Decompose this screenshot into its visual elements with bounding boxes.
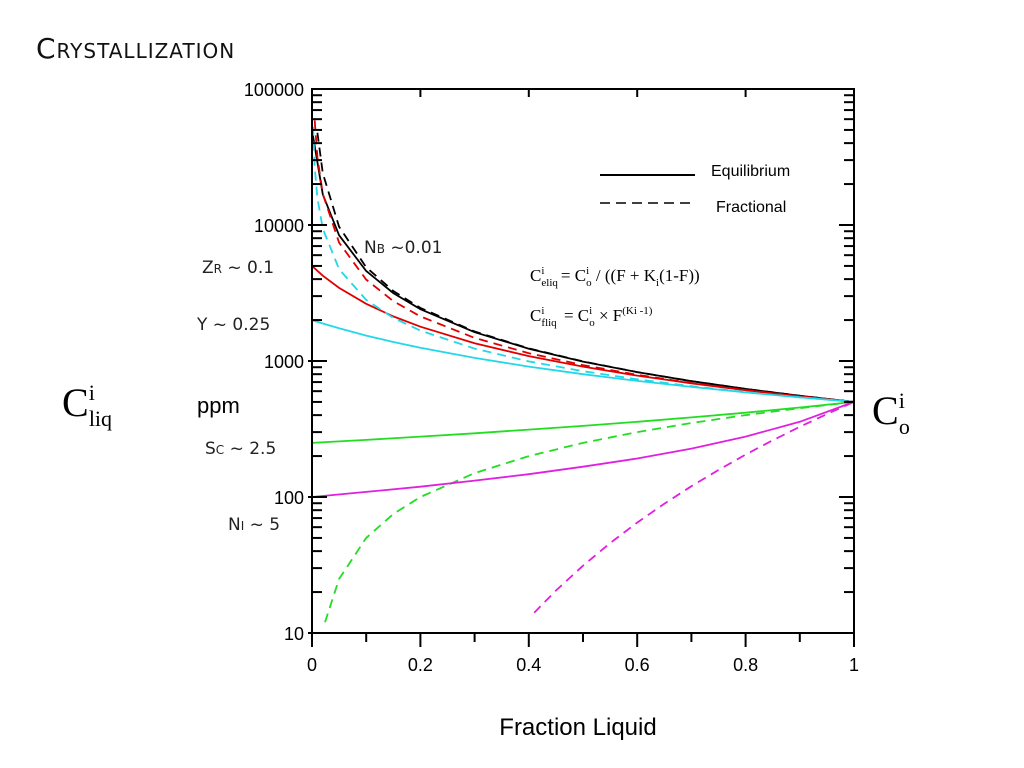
eq2-rhs-sub: o xyxy=(589,317,595,329)
series-sc-fractional xyxy=(324,401,855,623)
x-tick-label: 0.2 xyxy=(408,655,433,675)
eq2-exp: (Ki -1) xyxy=(622,305,653,317)
equation-equilibrium: Ci eliq = Ci o / ((F + Ki(1-F)) xyxy=(530,265,700,289)
eq1-rhs-sub: o xyxy=(586,277,592,289)
element-label-sc: Sc ~ 2.5 xyxy=(205,439,276,459)
y-tick-label: 100 xyxy=(274,488,304,508)
eq1-k-sub: i xyxy=(656,277,659,289)
series-y-fractional xyxy=(312,126,855,403)
eq2-lhs: C xyxy=(530,306,541,325)
x-tick-label: 0.8 xyxy=(733,655,758,675)
y-axis-unit: ppm xyxy=(197,393,240,418)
x-tick-label: 1 xyxy=(849,655,859,675)
element-label-zr: Zr ~ 0.1 xyxy=(202,258,274,278)
eq1-rest: / ((F + K xyxy=(592,266,657,285)
right-label-c0: Ci o xyxy=(872,388,910,439)
element-label-nb: Nb ~0.01 xyxy=(364,238,442,258)
legend-label-fractional: Fractional xyxy=(716,199,786,216)
series-sc-equilibrium xyxy=(311,401,855,444)
y-tick-label: 1000 xyxy=(264,352,304,372)
series-layer xyxy=(311,120,855,623)
axis-tick-labels: 0 0.2 0.4 0.6 0.8 1 10 100 1000 10000 100000 xyxy=(244,80,859,675)
y-tick-label: 10000 xyxy=(254,216,304,236)
right-label-c0-text: Ci o xyxy=(872,388,910,439)
element-label-y: Y ~ 0.25 xyxy=(196,315,270,335)
series-zr-fractional xyxy=(313,120,855,403)
y-tick-label: 100000 xyxy=(244,80,304,100)
axis-ticks xyxy=(308,89,855,647)
legend-label-equilibrium: Equilibrium xyxy=(711,163,790,180)
x-tick-label: 0.6 xyxy=(625,655,650,675)
eq2-rhs: = C xyxy=(560,306,589,325)
series-zr-equilibrium xyxy=(311,265,855,403)
eq1-rhs-sup: i xyxy=(586,265,589,277)
y-tick-label: 10 xyxy=(284,624,304,644)
eq2-rest: × F xyxy=(595,306,623,325)
x-axis-label: Fraction Liquid xyxy=(499,714,656,741)
equation-fractional: Ci fliq = Ci o × F(Ki -1) xyxy=(530,305,653,329)
series-nb-fractional xyxy=(316,132,855,403)
series-ni-fractional xyxy=(533,401,855,614)
x-tick-label: 0.4 xyxy=(516,655,541,675)
x-tick-label: 0 xyxy=(307,655,317,675)
eq1-lhs: C xyxy=(530,266,541,285)
eq1-rhs: = C xyxy=(561,266,586,285)
element-label-ni: Ni ~ 5 xyxy=(228,515,280,535)
eq1-tail: (1-F)) xyxy=(659,266,700,285)
series-ni-equilibrium xyxy=(311,401,855,498)
eq2-sup: i xyxy=(541,305,544,317)
y-axis-label-main: Ci liq xyxy=(62,380,112,431)
legend: Equilibrium Fractional xyxy=(600,163,790,216)
y-axis-label: Ci liq xyxy=(62,380,112,431)
eq2-sub: fliq xyxy=(541,317,557,329)
eq1-sup: i xyxy=(541,265,544,277)
eq2-rhs-sup: i xyxy=(589,305,592,317)
page-title: Crystallization xyxy=(36,32,236,65)
eq1-sub: eliq xyxy=(541,277,558,289)
